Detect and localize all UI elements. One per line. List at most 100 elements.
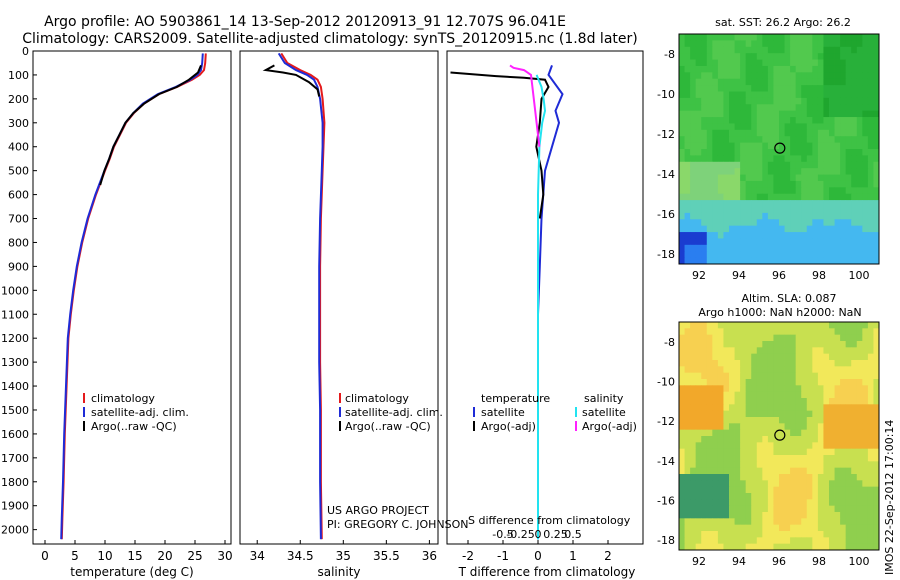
map-cell [762, 531, 769, 538]
map-cell [767, 34, 774, 41]
map-cell [734, 366, 741, 374]
map-cell [790, 46, 797, 54]
map-cell [756, 347, 763, 355]
map-cell [801, 180, 808, 188]
map-cell [845, 442, 852, 450]
map-cell [712, 46, 719, 54]
map-cell [829, 417, 835, 424]
map-cell [729, 123, 735, 131]
map-cell [723, 174, 730, 182]
map-cell [679, 257, 685, 265]
map-cell [806, 442, 813, 450]
map-cell [712, 341, 719, 348]
map-cell [679, 341, 685, 348]
map-cell [723, 136, 730, 144]
map-cell [734, 328, 741, 336]
map-cell [701, 174, 708, 182]
map-cell [745, 257, 752, 265]
map-cell [701, 104, 708, 112]
temperature-ytick-label: 1400 [1, 380, 29, 393]
map-cell [795, 53, 802, 60]
map-cell [795, 480, 802, 488]
map-cell [817, 404, 824, 412]
map-cell [812, 257, 819, 265]
map-cell [834, 379, 841, 386]
map-cell [823, 40, 830, 48]
map-cell [845, 91, 852, 99]
map-cell [740, 341, 747, 348]
map-cell [779, 219, 785, 227]
map-cell [862, 180, 869, 188]
map-cell [684, 129, 691, 137]
map-cell [823, 448, 830, 456]
map-cell [817, 341, 824, 348]
map-cell [834, 155, 841, 163]
map-cell [823, 341, 830, 348]
map-cell [723, 423, 730, 431]
map-cell [790, 257, 797, 265]
map-cell [756, 436, 763, 443]
map-cell [690, 322, 697, 329]
map-cell [845, 341, 852, 348]
difference-xtick-label: 1 [569, 549, 577, 563]
map-cell [845, 117, 852, 124]
map-cell [862, 91, 869, 99]
map-cell [751, 372, 758, 380]
map-cell [817, 322, 824, 329]
map-cell [679, 251, 685, 259]
map-cell [840, 379, 847, 386]
map-cell [873, 40, 880, 48]
map-cell [851, 467, 858, 475]
map-cell [829, 360, 835, 367]
map-cell [829, 505, 835, 513]
map-cell [773, 360, 780, 367]
map-cell [790, 168, 797, 175]
map-cell [840, 512, 847, 519]
map-cell [706, 360, 713, 367]
map-cell [701, 168, 708, 175]
map-cell [823, 505, 830, 513]
map-cell [862, 174, 869, 182]
map-cell [729, 97, 735, 105]
map-cell [729, 524, 735, 532]
map-cell [829, 531, 835, 538]
map-cell [806, 379, 813, 386]
map-cell [851, 480, 858, 488]
map-cell [695, 512, 702, 519]
salinity-xtick-label: 34 [250, 549, 265, 563]
map-cell [751, 518, 758, 526]
map-cell [851, 360, 858, 367]
map-cell [873, 429, 880, 437]
map-cell [817, 417, 824, 424]
map-cell [873, 410, 880, 418]
map-cell [717, 347, 724, 355]
map-cell [745, 206, 752, 214]
map-cell [867, 353, 874, 361]
map-cell [829, 174, 835, 182]
map-cell [856, 341, 863, 348]
map-cell [812, 123, 819, 131]
map-cell [751, 251, 758, 259]
map-cell [773, 341, 780, 348]
map-cell [690, 417, 697, 424]
map-cell [806, 391, 813, 399]
map-cell [723, 379, 730, 386]
map-cell [690, 455, 697, 462]
map-cell [795, 486, 802, 494]
map-cell [712, 499, 719, 507]
map-cell [823, 168, 830, 175]
map-cell [856, 72, 863, 80]
map-cell [745, 543, 752, 551]
map-cell [706, 155, 713, 163]
map-cell [806, 219, 813, 227]
map-cell [840, 543, 847, 551]
map-cell [745, 417, 752, 424]
temperature-ytick-label: 1200 [1, 332, 29, 345]
map-cell [834, 187, 841, 195]
map-cell [779, 505, 785, 513]
map-cell [717, 193, 724, 201]
map-cell [784, 180, 791, 188]
map-cell [812, 461, 819, 469]
map-cell [845, 423, 852, 431]
map-cell [823, 34, 830, 41]
